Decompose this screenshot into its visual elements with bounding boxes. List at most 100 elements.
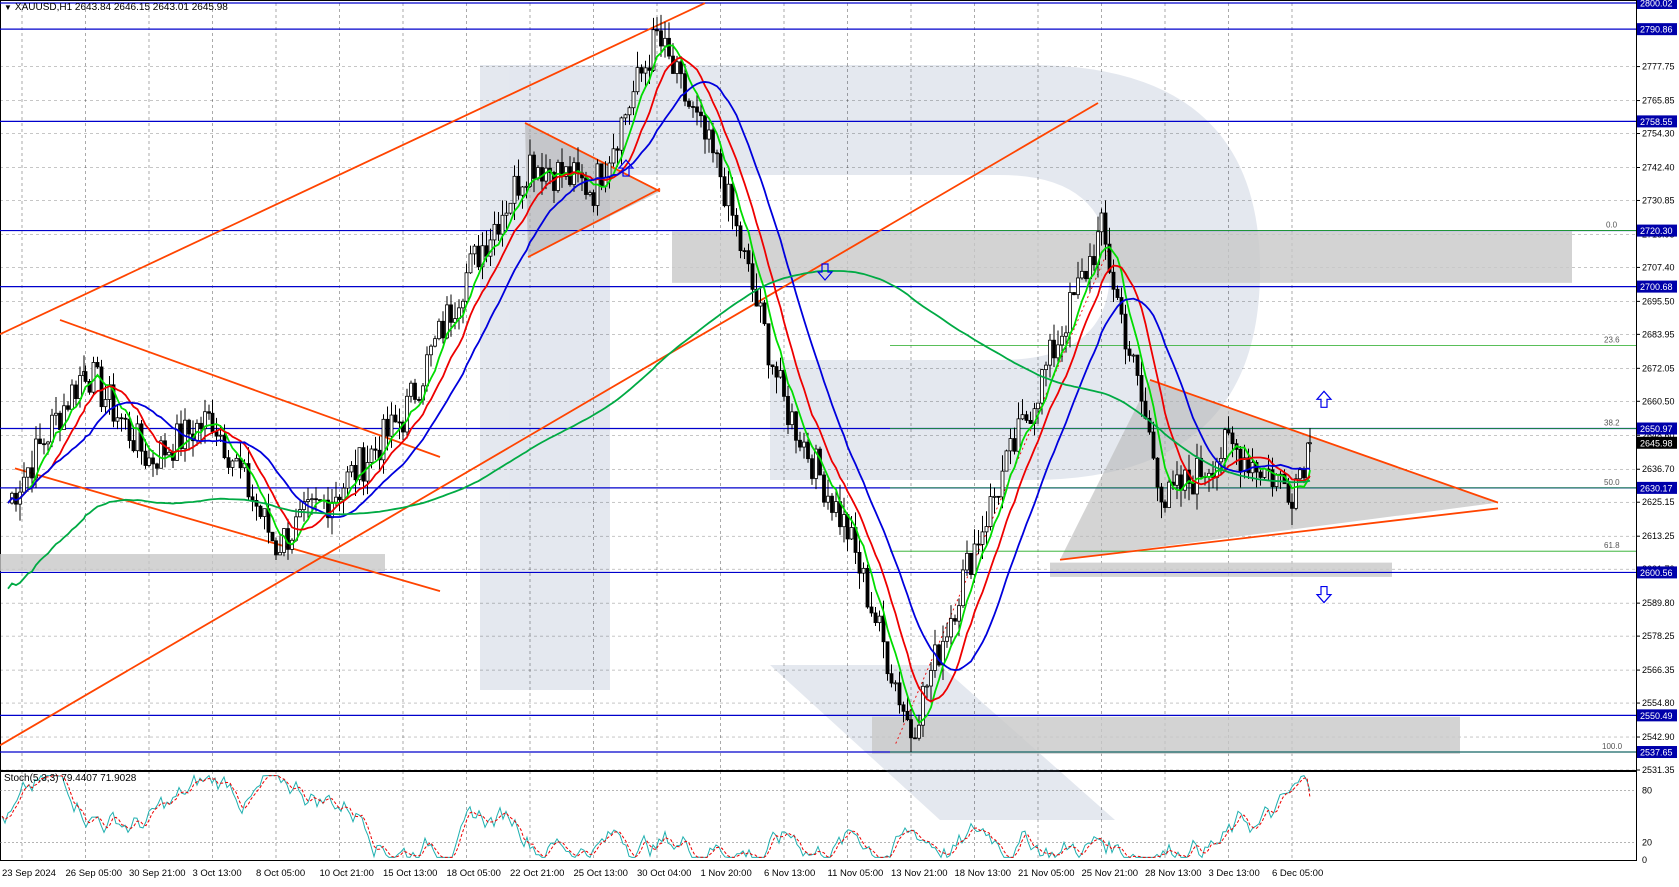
candle-body bbox=[1135, 354, 1140, 376]
candle-body bbox=[74, 384, 78, 399]
candle-body bbox=[210, 412, 215, 432]
arrow-down-icon bbox=[816, 263, 834, 281]
arrow-down-icon bbox=[1315, 585, 1333, 604]
candle-body bbox=[222, 434, 227, 459]
level-price-label: 2650.97 bbox=[1640, 424, 1673, 434]
time-axis-label: 6 Nov 13:00 bbox=[764, 868, 815, 879]
candle-body bbox=[258, 505, 263, 517]
price-axis-label: 2531.35 bbox=[1642, 765, 1675, 775]
candle-body bbox=[972, 543, 977, 575]
candle-body bbox=[1230, 432, 1235, 445]
candle-body bbox=[397, 421, 402, 424]
trend-line bbox=[0, 2, 706, 336]
candle-body bbox=[699, 111, 703, 117]
candle-body bbox=[754, 288, 759, 307]
candle-body bbox=[1044, 364, 1048, 371]
candle-body bbox=[933, 644, 937, 671]
candle-body bbox=[861, 567, 866, 574]
candle-body bbox=[750, 263, 755, 290]
level-price-tag bbox=[1637, 709, 1677, 722]
candle-body bbox=[893, 682, 898, 685]
candle-body bbox=[1048, 339, 1052, 366]
symbol-ohlc-label: XAUUSD,H1 2643.84 2646.15 2643.01 2645.9… bbox=[14, 2, 228, 13]
candle-body bbox=[286, 528, 290, 550]
price-axis-label: 2578.25 bbox=[1642, 631, 1675, 641]
candle-body bbox=[770, 364, 775, 368]
candle-body bbox=[810, 458, 814, 479]
candle-body bbox=[278, 551, 282, 556]
candle-body bbox=[564, 166, 568, 177]
candle-body bbox=[1159, 486, 1164, 503]
candle-body bbox=[1020, 414, 1025, 420]
candle-body bbox=[758, 302, 763, 307]
level-price-label: 2537.65 bbox=[1640, 748, 1673, 758]
candle-body bbox=[42, 443, 46, 446]
level-price-tag bbox=[1637, 0, 1677, 9]
candle-body bbox=[675, 61, 679, 74]
arrow-up-icon bbox=[1315, 390, 1333, 408]
candle-body bbox=[234, 457, 239, 462]
candle-body bbox=[151, 457, 155, 465]
fibonacci-label: 50.0 bbox=[1604, 478, 1620, 487]
candle-body bbox=[679, 61, 683, 75]
arrow-up-icon bbox=[617, 159, 635, 177]
candle-body bbox=[1143, 400, 1148, 419]
time-axis-label: 3 Dec 13:00 bbox=[1209, 868, 1260, 879]
candle-body bbox=[1111, 271, 1116, 290]
candle-body bbox=[909, 719, 913, 739]
candle-body bbox=[218, 434, 223, 437]
candle-body bbox=[949, 618, 953, 638]
candle-body bbox=[980, 531, 985, 545]
candle-body bbox=[203, 411, 207, 430]
candle-body bbox=[1036, 402, 1040, 410]
support-resistance-zone bbox=[0, 554, 385, 572]
candle-body bbox=[945, 636, 949, 642]
dropdown-triangle-icon: ▼ bbox=[4, 3, 12, 12]
price-axis-label: 2765.85 bbox=[1642, 96, 1675, 106]
candle-body bbox=[1302, 469, 1306, 479]
price-axis-label: 2730.85 bbox=[1642, 195, 1675, 205]
ma-slow-line bbox=[7, 81, 1311, 671]
candle-body bbox=[385, 418, 390, 437]
time-axis-label: 28 Nov 13:00 bbox=[1145, 868, 1202, 879]
watermark-bowl bbox=[610, 65, 1260, 480]
candle-body bbox=[703, 115, 707, 140]
candle-body bbox=[976, 543, 981, 546]
candle-body bbox=[1290, 501, 1294, 509]
candle-body bbox=[913, 737, 917, 740]
candle-body bbox=[361, 447, 366, 482]
candle-body bbox=[230, 460, 235, 468]
price-axis-label: 2754.30 bbox=[1642, 129, 1675, 139]
time-axis-label: 18 Oct 05:00 bbox=[447, 868, 501, 879]
candle-body bbox=[1286, 483, 1291, 503]
time-axis-label: 18 Nov 13:00 bbox=[955, 868, 1012, 879]
candle-body bbox=[1215, 461, 1219, 478]
price-axis-label: 2742.40 bbox=[1642, 162, 1675, 172]
candle-body bbox=[1219, 458, 1223, 463]
candle-body bbox=[508, 202, 513, 214]
candle-body bbox=[1270, 469, 1275, 487]
candle-body bbox=[62, 405, 66, 430]
candle-body bbox=[135, 423, 140, 452]
candle-body bbox=[1084, 270, 1088, 280]
candle-body bbox=[738, 225, 743, 252]
candle-body bbox=[1151, 431, 1156, 459]
current-price-label: 2645.98 bbox=[1640, 438, 1673, 448]
candle-body bbox=[147, 457, 151, 466]
candle-body bbox=[1076, 277, 1080, 296]
level-price-tag bbox=[1637, 566, 1677, 579]
candle-body bbox=[103, 399, 108, 408]
candle-body bbox=[746, 250, 751, 265]
candle-body bbox=[492, 223, 497, 241]
candle-body bbox=[1298, 469, 1302, 480]
candle-body bbox=[1060, 335, 1064, 346]
stochastic-signal-line bbox=[1, 775, 1311, 858]
stochastic-axis-label: 80 bbox=[1642, 785, 1652, 795]
candle-body bbox=[988, 496, 993, 527]
candle-body bbox=[917, 724, 921, 739]
candle-body bbox=[393, 414, 398, 423]
level-price-tag bbox=[1637, 115, 1677, 128]
candle-body bbox=[496, 223, 501, 235]
candle-body bbox=[822, 474, 826, 503]
